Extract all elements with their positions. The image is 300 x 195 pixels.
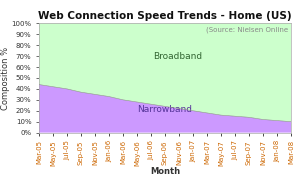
Y-axis label: Composition %: Composition % [1,46,10,110]
Text: Broadband: Broadband [153,52,202,61]
Text: Narrowband: Narrowband [137,105,193,114]
Title: Web Connection Speed Trends - Home (US): Web Connection Speed Trends - Home (US) [38,11,292,21]
X-axis label: Month: Month [150,167,180,176]
Text: (Source: Nielsen Online: (Source: Nielsen Online [206,27,289,33]
